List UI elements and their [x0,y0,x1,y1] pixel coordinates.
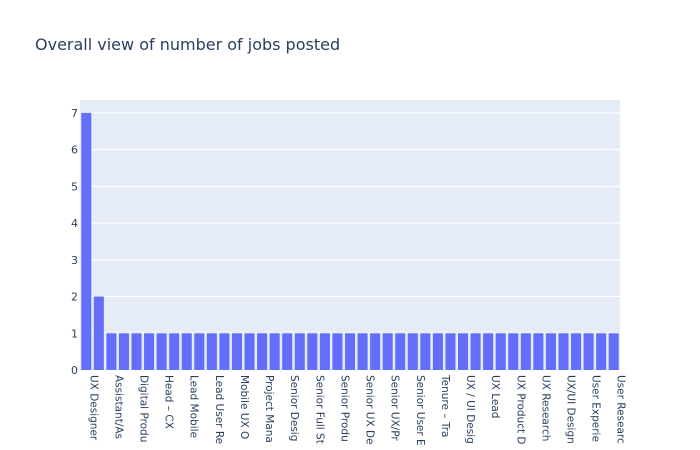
bar [432,333,443,370]
bar [81,112,92,370]
bar [520,333,531,370]
bar [395,333,406,370]
bar [144,333,155,370]
x-tick-label: Senior UX De [364,375,376,445]
plot-area [80,100,620,370]
bar [307,333,318,370]
bar [533,333,544,370]
bar [344,333,356,370]
bar [370,333,381,370]
y-tick-label: 3 [71,254,78,267]
y-tick-label: 4 [71,217,78,230]
y-tick-label: 2 [71,291,78,304]
x-tick-label: Head – CX [163,375,175,429]
bar [596,333,607,370]
x-tick-label: Lead User Re [213,375,225,444]
bar [545,333,556,370]
y-tick-label: 0 [71,364,78,377]
chart-title: Overall view of number of jobs posted [35,35,340,54]
bar [382,333,393,370]
x-tick-label: Senior Full St [313,375,325,444]
x-tick-label: UX Designer [87,375,99,441]
x-tick-label: Assistant/As [112,375,124,439]
bar [558,333,569,370]
y-tick-label: 6 [71,144,78,157]
x-tick-label: UX / UI Desig [464,375,476,444]
x-tick-label: Project Mana [263,375,275,443]
bar [583,333,594,370]
bar [608,333,619,370]
y-tick-label: 1 [71,327,78,340]
x-tick-label: User Researc [615,375,627,444]
bar [357,333,368,370]
bar [206,333,217,370]
x-tick-label: Senior Desig [288,375,300,441]
bar [470,333,481,370]
x-tick-label: UX/UI Design [564,375,576,444]
x-tick-label: Digital Produ [138,375,150,442]
x-tick-label: Tenure – Tra [439,374,451,438]
bar [269,333,280,370]
x-tick-label: Senior UX/Pr [389,375,401,441]
bar [445,333,456,370]
bar [495,333,506,370]
x-tick-label: Senior Produ [338,375,350,442]
bar [181,333,192,370]
x-tick-label: User Experie [590,375,602,442]
y-tick-label: 5 [71,180,78,193]
bar [93,296,104,370]
bar [257,333,268,370]
bar [571,333,582,370]
bars [81,112,619,370]
bar [156,333,167,370]
bar [319,333,330,370]
bar [244,333,255,370]
x-tick-label: Lead Mobile [188,375,200,438]
y-axis-ticks: 0 1 2 3 4 5 6 7 [71,107,78,377]
bar [169,333,180,370]
x-axis-ticks: UX Designer Assistant/As Digital Produ Head… [87,374,626,446]
x-tick-label: UX Lead [489,375,501,418]
bar [508,333,519,370]
x-tick-label: UX Research [539,375,551,441]
bar [458,333,469,370]
bar [407,333,418,370]
bar [106,333,117,370]
bar [420,333,431,370]
bar [131,333,142,370]
bar [294,333,305,370]
y-tick-label: 7 [71,107,78,120]
bar [332,333,343,370]
x-tick-label: UX Product D [514,375,526,445]
bar [194,333,205,370]
bar [282,333,293,370]
x-tick-label: Mobile UX O [238,375,250,439]
bar [231,333,242,370]
x-tick-label: Senior User E [414,375,426,446]
gridlines [80,112,620,334]
bar [483,333,494,370]
bar [118,333,129,370]
bar [219,333,230,370]
